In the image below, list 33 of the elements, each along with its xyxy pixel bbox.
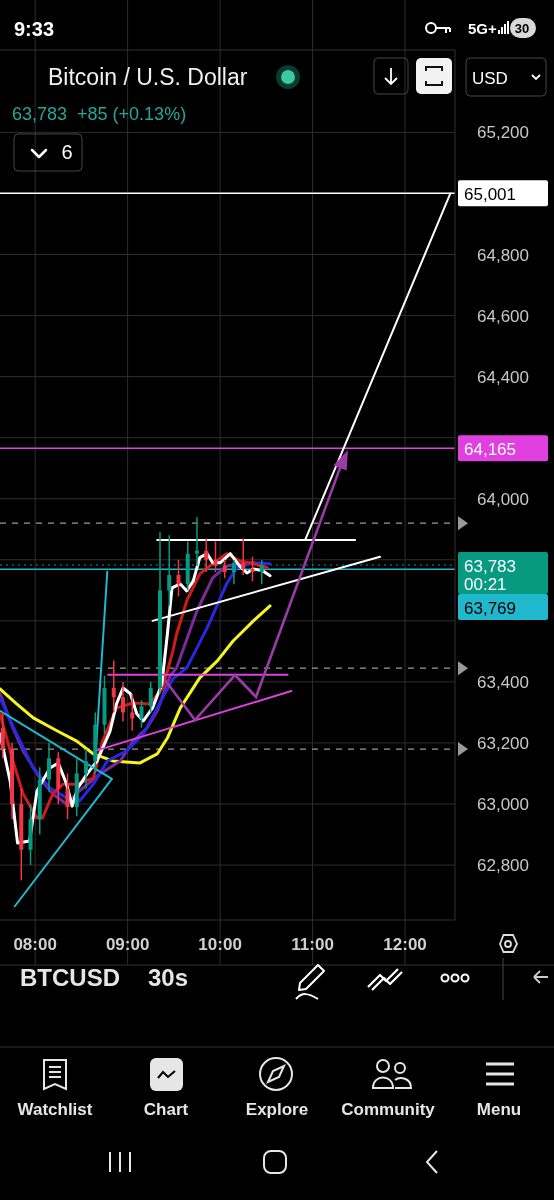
text: BTCUSD bbox=[20, 964, 120, 991]
text: 30 bbox=[514, 21, 530, 36]
text: 9:33 bbox=[14, 18, 55, 40]
ref-line-label: 63,783 bbox=[464, 556, 516, 576]
x-tick-label: 10:00 bbox=[198, 935, 242, 954]
text: 30s bbox=[148, 964, 189, 991]
text: Community bbox=[341, 1100, 436, 1119]
y-tick-label: 64,600 bbox=[477, 306, 529, 326]
text: Menu bbox=[476, 1100, 522, 1119]
y-tick-label: 63,200 bbox=[477, 733, 529, 753]
x-tick-label: 12:00 bbox=[383, 935, 427, 954]
ref-line-label: 64,165 bbox=[464, 440, 516, 460]
text: USD bbox=[472, 69, 508, 88]
ref-line-label: 65,001 bbox=[464, 185, 516, 205]
text: Explore bbox=[245, 1100, 309, 1119]
y-tick-label: 64,000 bbox=[477, 489, 529, 509]
x-tick-label: 09:00 bbox=[105, 935, 150, 954]
y-tick-label: 64,800 bbox=[477, 245, 529, 265]
text: Chart bbox=[143, 1100, 189, 1119]
text: Bitcoin / U.S. Dollar bbox=[48, 64, 248, 90]
y-tick-label: 65,200 bbox=[477, 123, 529, 143]
text: 00:21 bbox=[464, 574, 507, 594]
text: Watchlist bbox=[17, 1100, 93, 1119]
y-tick-label: 62,800 bbox=[477, 856, 529, 876]
x-tick-label: 08:00 bbox=[13, 935, 57, 954]
text: 63,783 +85 (+0.13%) bbox=[12, 104, 187, 124]
x-tick-label: 11:00 bbox=[291, 935, 334, 954]
annotation: 6 bbox=[61, 141, 73, 163]
y-tick-label: 63,400 bbox=[477, 672, 529, 692]
ref-line-label: 63,769 bbox=[464, 598, 516, 618]
y-tick-label: 64,400 bbox=[477, 367, 529, 387]
text: 5G+ bbox=[468, 20, 498, 37]
y-tick-label: 63,000 bbox=[477, 795, 529, 814]
